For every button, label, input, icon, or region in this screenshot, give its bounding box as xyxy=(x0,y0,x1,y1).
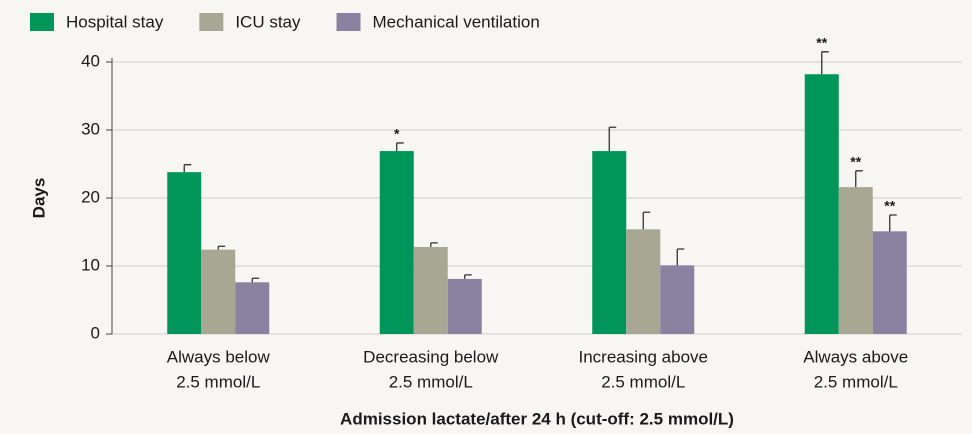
bar xyxy=(660,265,695,334)
significance-label: ** xyxy=(850,154,861,170)
x-tick-label: Always below xyxy=(167,347,271,366)
legend-swatch xyxy=(336,13,361,31)
bar xyxy=(592,151,627,334)
bar xyxy=(201,249,236,334)
x-tick-label: Always above xyxy=(803,347,908,366)
legend-swatch xyxy=(199,13,224,31)
error-bar xyxy=(821,51,829,75)
significance-label: ** xyxy=(884,198,895,214)
y-tick-label: 10 xyxy=(81,255,100,274)
y-tick-label: 30 xyxy=(81,119,100,138)
error-bar xyxy=(464,274,472,279)
significance-label: * xyxy=(394,126,400,142)
y-tick-label: 0 xyxy=(91,323,100,342)
error-bar xyxy=(430,242,438,247)
error-bar xyxy=(217,245,226,250)
bar xyxy=(838,187,873,334)
legend-label: ICU stay xyxy=(235,12,301,31)
y-tick-label: 20 xyxy=(81,187,100,206)
error-bar xyxy=(855,170,863,188)
bar xyxy=(413,246,448,334)
error-bar xyxy=(676,248,685,266)
x-tick-label: Decreasing below xyxy=(363,347,499,366)
bar xyxy=(235,282,270,334)
x-tick-label: 2.5 mmol/L xyxy=(176,372,260,391)
error-bar xyxy=(642,211,651,230)
x-tick-label: 2.5 mmol/L xyxy=(601,372,685,391)
y-tick-label: 40 xyxy=(81,51,100,70)
error-bar xyxy=(889,214,897,232)
legend-swatch xyxy=(30,13,54,31)
bar xyxy=(167,172,202,334)
x-axis-title: Admission lactate/after 24 h (cut-off: 2… xyxy=(340,409,734,428)
error-bar xyxy=(251,277,260,283)
bar xyxy=(804,74,839,335)
x-tick-label: Increasing above xyxy=(579,347,708,366)
error-bar xyxy=(608,126,617,152)
bar xyxy=(447,278,482,334)
x-tick-label: 2.5 mmol/L xyxy=(814,372,898,391)
legend-label: Hospital stay xyxy=(66,12,164,31)
bar xyxy=(626,229,661,334)
bar xyxy=(872,231,907,334)
y-axis-title: Days xyxy=(29,178,48,219)
legend-label: Mechanical ventilation xyxy=(373,12,540,31)
error-bar xyxy=(183,164,192,173)
bar xyxy=(379,151,414,334)
x-tick-label: 2.5 mmol/L xyxy=(389,372,473,391)
significance-label: ** xyxy=(816,35,827,51)
error-bar xyxy=(396,142,404,152)
